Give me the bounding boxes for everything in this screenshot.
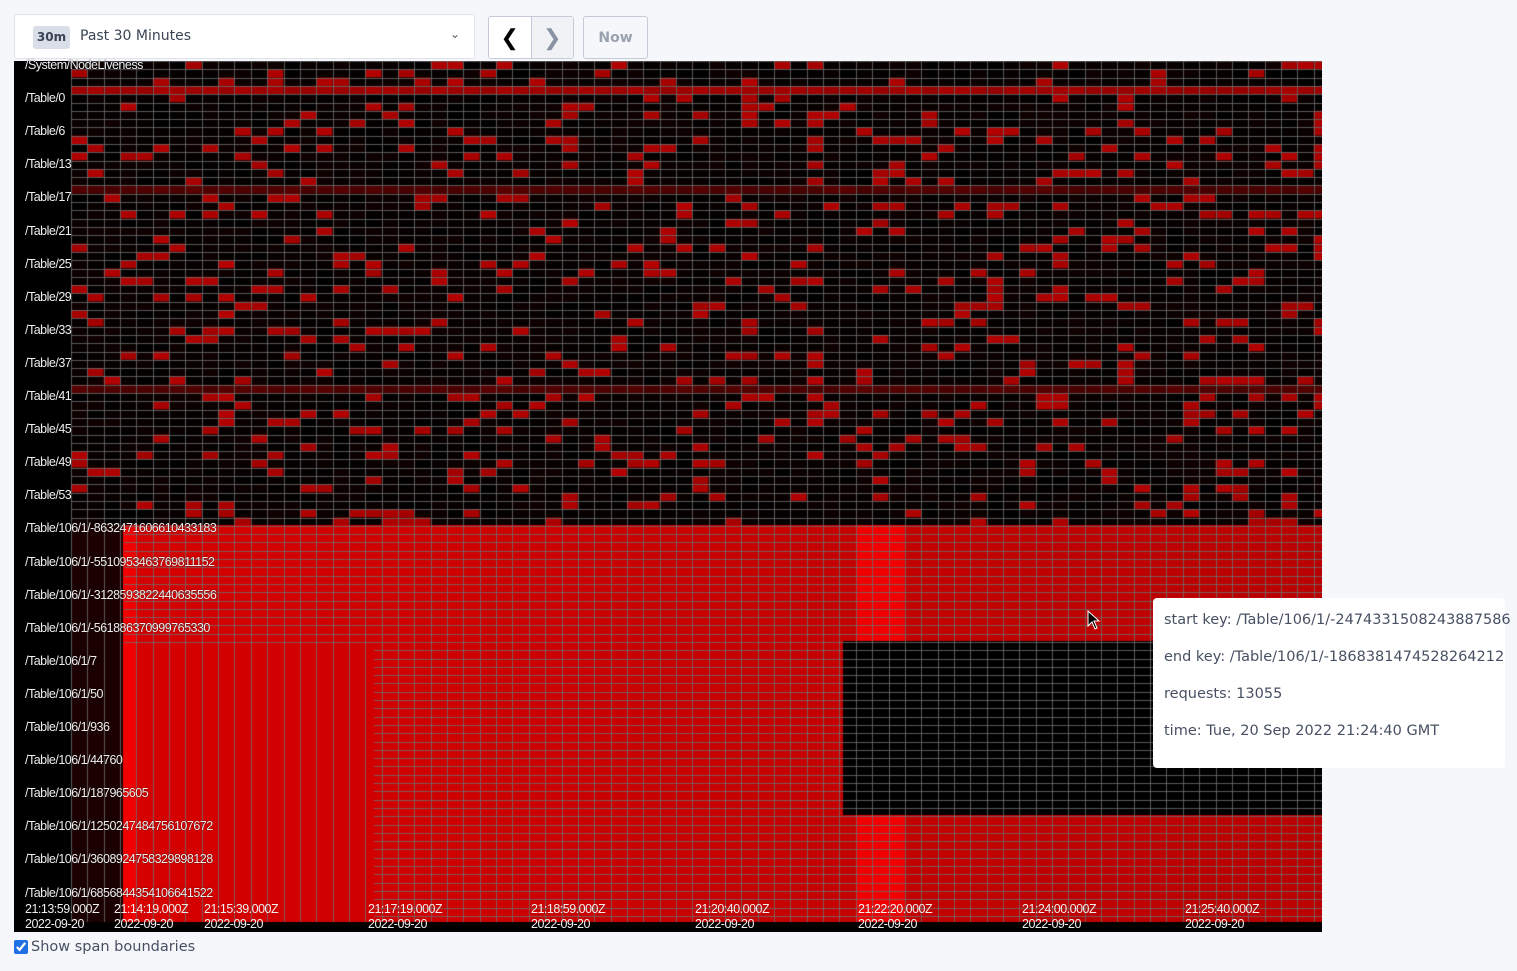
time-label-date: 2022-09-20	[368, 917, 427, 931]
time-label-time: 21:13:59.000Z	[25, 902, 100, 916]
key-label: /Table/0	[25, 91, 65, 106]
time-label-time: 21:20:40.000Z	[695, 902, 770, 916]
time-label-date: 2022-09-20	[204, 917, 263, 931]
key-label: /Table/45	[25, 422, 72, 437]
time-range-label: Past 30 Minutes	[80, 28, 192, 44]
time-nav: ❮ ❯	[488, 16, 574, 59]
time-label-time: 21:24:00.000Z	[1022, 902, 1097, 916]
chevron-right-icon: ❯	[543, 24, 562, 50]
key-label: /Table/106/1/-3128593822440635556	[25, 587, 217, 602]
time-label-time: 21:15:39.000Z	[204, 902, 279, 916]
mouse-cursor-icon	[1087, 610, 1101, 630]
key-label: /System/NodeLiveness	[25, 58, 143, 72]
key-label: /Table/106/1/7	[25, 653, 97, 668]
tooltip-requests: requests: 13055	[1164, 686, 1283, 702]
key-label: /Table/106/1/936	[25, 720, 110, 734]
key-label: /Table/106/1/-5510953463769811152	[25, 554, 215, 569]
time-range-selector[interactable]: 30m Past 30 Minutes ⌄	[14, 14, 475, 59]
next-button[interactable]: ❯	[531, 17, 573, 58]
key-label: /Table/37	[25, 355, 72, 370]
key-label: /Table/106/1/44760	[25, 753, 123, 768]
key-label: /Table/41	[25, 389, 72, 403]
time-range-badge: 30m	[33, 26, 70, 49]
show-span-boundaries[interactable]: Show span boundaries	[14, 939, 195, 955]
key-label: /Table/33	[25, 322, 72, 337]
time-label-time: 21:25:40.000Z	[1185, 902, 1260, 916]
show-span-boundaries-label: Show span boundaries	[31, 939, 196, 955]
time-label-date: 2022-09-20	[858, 917, 917, 931]
key-label: /Table/6	[25, 124, 65, 139]
time-label-date: 2022-09-20	[1022, 917, 1081, 931]
now-button[interactable]: Now	[583, 16, 648, 59]
show-span-boundaries-checkbox[interactable]	[14, 940, 28, 954]
key-label: /Table/49	[25, 455, 72, 470]
time-label-date: 2022-09-20	[695, 917, 754, 931]
key-label: /Table/106/1/3608924758329898128	[25, 852, 213, 867]
key-label: /Table/106/1/6856844354106641522	[25, 885, 213, 900]
key-label: /Table/53	[25, 488, 72, 503]
chevron-down-icon: ⌄	[449, 27, 460, 41]
key-label: /Table/21	[25, 223, 72, 238]
tooltip-start-key: start key: /Table/106/1/-247433150824388…	[1164, 612, 1511, 628]
span-tooltip: start key: /Table/106/1/-247433150824388…	[1153, 598, 1511, 768]
key-label: /Table/25	[25, 256, 72, 271]
key-label: /Table/106/1/-561886370999765330	[25, 620, 210, 635]
key-label: /Table/106/1/50	[25, 686, 104, 701]
previous-button[interactable]: ❮	[489, 17, 532, 58]
key-label: /Table/29	[25, 289, 72, 304]
time-label-date: 2022-09-20	[1185, 917, 1244, 931]
key-label: /Table/106/1/187965605	[25, 786, 149, 801]
key-label: /Table/17	[25, 190, 72, 205]
time-label-date: 2022-09-20	[114, 917, 173, 931]
time-label-date: 2022-09-20	[25, 917, 84, 931]
key-label: /Table/106/1/1250247484756107672	[25, 819, 213, 834]
heatmap-canvas[interactable]	[14, 61, 1322, 932]
key-label: /Table/106/1/-8632471606610433183	[25, 521, 217, 536]
tooltip-time: time: Tue, 20 Sep 2022 21:24:40 GMT	[1164, 723, 1440, 739]
chevron-left-icon: ❮	[500, 24, 519, 50]
time-label-date: 2022-09-20	[531, 917, 590, 931]
time-label-time: 21:14:19.000Z	[114, 902, 189, 916]
key-label: /Table/13	[25, 157, 72, 172]
key-visualizer-heatmap[interactable]: /System/NodeLiveness/Table/0/Table/6/Tab…	[14, 58, 1322, 932]
time-label-time: 21:18:59.000Z	[531, 902, 606, 916]
time-label-time: 21:22:20.000Z	[858, 902, 933, 916]
time-label-time: 21:17:19.000Z	[368, 902, 443, 916]
tooltip-end-key: end key: /Table/106/1/-18683814745282642…	[1164, 649, 1505, 665]
